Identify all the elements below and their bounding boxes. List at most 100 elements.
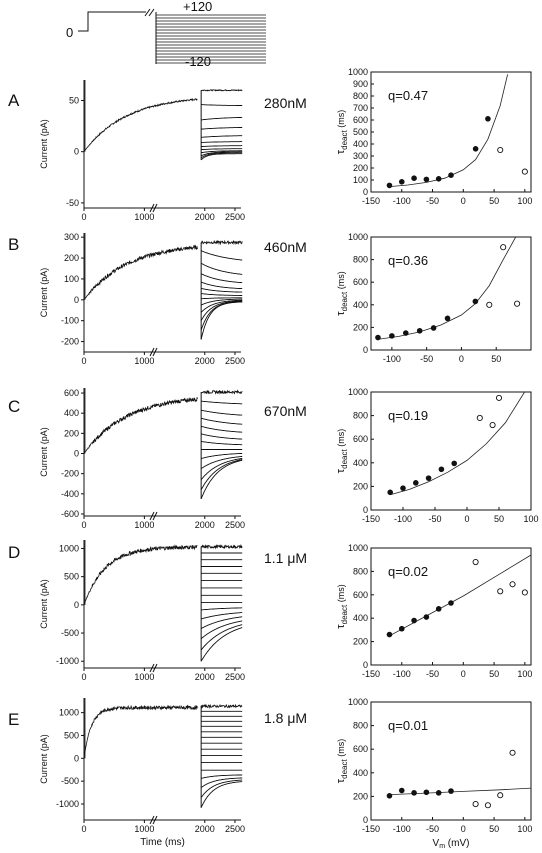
tau-y-tick-label: 800 [353, 721, 368, 731]
trace-y-tick-label: 200 [64, 428, 79, 438]
trace-x-tick-label: 1000 [134, 672, 154, 682]
tail-current-trace [201, 150, 243, 154]
tau-plot-B: 0 200 400 600 800 1000 -100 -50 0 50 τdeact (ms) q=… [335, 232, 532, 364]
trace-axis-break [149, 203, 158, 213]
panel-letter-C: C [8, 397, 20, 416]
tail-current-trace [200, 281, 243, 290]
trace-x-tick-label: 2500 [225, 824, 245, 834]
tail-current-trace [200, 151, 243, 157]
tail-current-trace [200, 300, 243, 321]
tau-x-tick-label: 0 [461, 669, 466, 679]
tau-y-tick-label: 200 [353, 163, 368, 173]
q-annotation: q=0.47 [388, 88, 428, 103]
voltage-protocol: 0 +120 -120 [66, 0, 266, 69]
filled-point [448, 600, 454, 606]
tail-current-trace [201, 612, 243, 620]
tau-y-tick-label: 800 [353, 91, 368, 101]
tail-current-trace [201, 135, 243, 138]
tau-y-tick-label: 1000 [348, 232, 368, 242]
tau-x-tick-label: -50 [426, 669, 439, 679]
tau-plot-frame [370, 701, 532, 821]
trace-x-axis-label: Time (ms) [140, 837, 185, 848]
tail-current-trace [200, 239, 243, 246]
trace-x-tick-label: 0 [81, 356, 86, 366]
filled-point [411, 790, 417, 796]
protocol-top-label: +120 [183, 0, 212, 14]
tau-y-tick-label: 300 [353, 151, 368, 161]
tau-x-tick-label: -150 [362, 824, 380, 834]
filled-point [423, 789, 430, 796]
tail-current-trace [201, 141, 243, 143]
current-trace-plot-B: -200 -100 0 100 200 300 0 1000 2000 2500 Current (… [39, 232, 245, 366]
trace-x-tick-label: 2500 [225, 672, 245, 682]
q-annotation: q=0.01 [388, 718, 428, 733]
activation-trace [83, 704, 198, 759]
q-annotation: q=0.36 [388, 253, 428, 268]
tail-current-trace [200, 301, 243, 331]
trace-y-tick-label: 100 [64, 274, 79, 284]
tau-y-tick-label: 1000 [348, 543, 368, 553]
tau-y-tick-label: 700 [353, 103, 368, 113]
tail-current-trace [200, 455, 243, 469]
filled-point [411, 617, 417, 624]
tau-plot-frame [370, 391, 532, 511]
tau-y-tick-label: 0 [363, 187, 368, 197]
tail-current-trace [201, 116, 243, 121]
tau-y-tick-label: 800 [353, 566, 368, 576]
tail-current-trace [201, 297, 243, 300]
tail-current-trace [200, 452, 243, 460]
tau-y-tick-label: 400 [353, 768, 368, 778]
tail-current-trace [200, 779, 243, 798]
filled-point [423, 176, 430, 183]
protocol-step-line [78, 11, 146, 32]
tau-y-axis-label: τdeact (ms) [335, 584, 349, 628]
tau-y-axis-label: τdeact (ms) [335, 429, 349, 473]
tau-x-tick-label: 50 [489, 196, 499, 206]
tau-x-tick-label: 50 [491, 354, 501, 364]
open-point [497, 588, 504, 595]
trace-y-tick-label: 0 [74, 147, 79, 157]
tail-current-trace [201, 127, 243, 130]
concentration-label-B: 460nM [264, 239, 307, 255]
tau-y-tick-label: 600 [353, 115, 368, 125]
trace-y-axis-label: Current (pA) [39, 268, 49, 318]
tail-current-trace [200, 703, 243, 709]
open-point [489, 421, 496, 429]
fit-curve [389, 74, 508, 187]
tau-y-axis-label: τdeact (ms) [335, 739, 349, 783]
tau-x-tick-label: -150 [362, 514, 380, 524]
tau-plot-frame [370, 236, 532, 351]
protocol-axis-break [144, 8, 155, 17]
tail-current-trace [201, 145, 243, 148]
tail-current-trace [200, 262, 243, 275]
tau-y-tick-label: 200 [353, 791, 368, 801]
filled-point [430, 325, 437, 331]
tau-plot-frame [370, 547, 532, 666]
open-point [472, 801, 479, 808]
tau-y-tick-label: 1000 [348, 387, 368, 397]
open-point [509, 749, 516, 756]
tau-x-tick-label: 100 [517, 669, 532, 679]
tau-y-tick-label: 1000 [348, 67, 368, 77]
activation-trace [83, 397, 198, 454]
tau-x-tick-label: -100 [383, 354, 401, 364]
open-point [521, 589, 528, 596]
trace-x-tick-label: 0 [81, 672, 86, 682]
tau-y-axis-label: τdeact (ms) [335, 110, 349, 154]
tail-current-trace [200, 627, 243, 662]
trace-x-tick-label: 0 [81, 824, 86, 834]
q-annotation: q=0.02 [388, 564, 428, 579]
tail-current-trace [200, 620, 243, 640]
tau-x-tick-label: 100 [517, 824, 532, 834]
trace-x-tick-label: 1000 [134, 824, 154, 834]
filled-point [423, 614, 430, 620]
tau-x-tick-label: -50 [426, 824, 439, 834]
panel-letter-A: A [8, 91, 20, 110]
tail-current-trace [200, 624, 243, 651]
filled-point [386, 631, 393, 638]
tau-x-tick-label: -50 [428, 514, 441, 524]
tail-current-trace [201, 400, 243, 405]
tau-y-tick-label: 400 [353, 139, 368, 149]
trace-axis-break [149, 663, 158, 673]
